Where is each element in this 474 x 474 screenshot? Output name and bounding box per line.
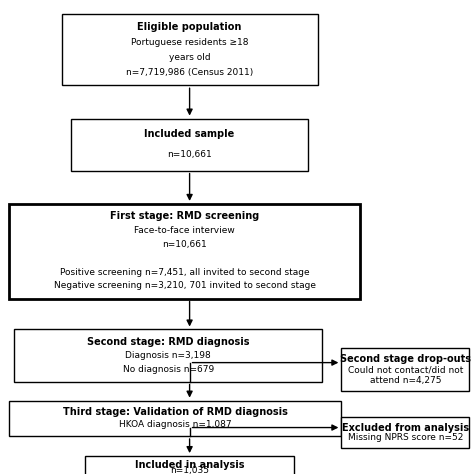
Bar	[341, 348, 469, 391]
Text: Positive screening n=7,451, all invited to second stage: Positive screening n=7,451, all invited …	[60, 268, 310, 276]
Text: Included sample: Included sample	[145, 129, 235, 139]
Text: n=10,661: n=10,661	[163, 240, 207, 249]
Bar	[62, 14, 318, 85]
Bar	[14, 329, 322, 382]
Text: First stage: RMD screening: First stage: RMD screening	[110, 211, 259, 221]
Text: Third stage: Validation of RMD diagnosis: Third stage: Validation of RMD diagnosis	[63, 407, 288, 417]
Bar	[9, 401, 341, 436]
Text: Negative screening n=3,210, 701 invited to second stage: Negative screening n=3,210, 701 invited …	[54, 282, 316, 291]
Text: n=10,661: n=10,661	[167, 150, 212, 159]
Text: Portuguese residents ≥18: Portuguese residents ≥18	[131, 38, 248, 47]
Text: Eligible population: Eligible population	[137, 22, 242, 32]
Text: No diagnosis n=679: No diagnosis n=679	[123, 365, 214, 374]
Text: Second stage: RMD diagnosis: Second stage: RMD diagnosis	[87, 337, 249, 347]
Text: n=1,035: n=1,035	[170, 466, 209, 474]
Text: Included in analysis: Included in analysis	[135, 460, 245, 470]
Text: Face-to-face interview: Face-to-face interview	[135, 226, 235, 235]
Bar	[9, 204, 360, 299]
Bar	[341, 417, 469, 448]
Text: Excluded from analysis: Excluded from analysis	[342, 423, 469, 433]
Bar	[71, 118, 308, 171]
Text: Diagnosis n=3,198: Diagnosis n=3,198	[126, 351, 211, 360]
Text: Second stage drop-outs: Second stage drop-outs	[340, 354, 471, 365]
Text: Missing NPRS score n=52: Missing NPRS score n=52	[347, 433, 463, 442]
Text: years old: years old	[169, 53, 210, 62]
Text: Could not contact/did not: Could not contact/did not	[347, 365, 463, 374]
Text: HKOA diagnosis n=1,087: HKOA diagnosis n=1,087	[119, 420, 232, 429]
Text: n=7,719,986 (Census 2011): n=7,719,986 (Census 2011)	[126, 68, 253, 77]
Text: attend n=4,275: attend n=4,275	[370, 376, 441, 384]
Bar	[85, 456, 294, 474]
